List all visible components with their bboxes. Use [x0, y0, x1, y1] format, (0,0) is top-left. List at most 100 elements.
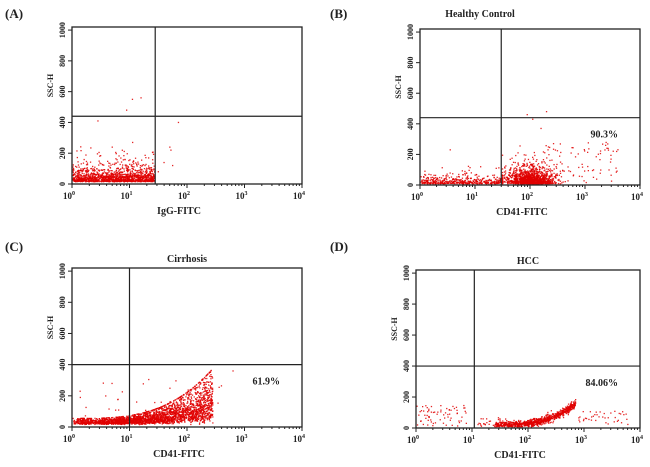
- data-point: [543, 151, 544, 152]
- data-point: [539, 166, 540, 167]
- data-point: [541, 183, 542, 184]
- data-point: [495, 179, 496, 180]
- data-point: [485, 182, 486, 183]
- x-tick-label: 104: [293, 191, 305, 201]
- data-point: [523, 178, 524, 179]
- data-point: [151, 173, 152, 174]
- data-point: [607, 143, 608, 144]
- data-point: [505, 165, 506, 166]
- data-point: [187, 402, 188, 403]
- data-point: [141, 177, 142, 178]
- x-tick-label: 100: [411, 192, 423, 202]
- data-point: [140, 171, 141, 172]
- data-point: [540, 181, 541, 182]
- data-point: [141, 160, 142, 161]
- data-point: [119, 172, 120, 173]
- data-point: [536, 183, 537, 184]
- data-point: [506, 180, 507, 181]
- data-point: [596, 156, 597, 157]
- data-point: [87, 169, 88, 170]
- data-point: [515, 162, 516, 163]
- data-point: [193, 400, 194, 401]
- data-point: [505, 181, 506, 182]
- data-point: [108, 171, 109, 172]
- data-point: [610, 159, 611, 160]
- data-point: [538, 163, 539, 164]
- data-point: [554, 168, 555, 169]
- data-point: [202, 421, 203, 422]
- data-point: [560, 162, 561, 163]
- data-point: [145, 179, 146, 180]
- data-point: [522, 179, 523, 180]
- data-point: [206, 378, 207, 379]
- data-point: [561, 182, 562, 183]
- data-point: [516, 166, 517, 167]
- data-point: [109, 174, 110, 175]
- data-point: [446, 178, 447, 179]
- data-point: [107, 161, 108, 162]
- data-point: [542, 167, 543, 168]
- data-point: [148, 179, 149, 180]
- data-point: [540, 171, 541, 172]
- data-point: [188, 398, 189, 399]
- data-point: [108, 177, 109, 178]
- data-point: [97, 180, 98, 181]
- data-point: [547, 171, 548, 172]
- data-point: [182, 397, 183, 398]
- data-point: [560, 181, 561, 182]
- tick-exponent: 0: [420, 192, 423, 198]
- data-point: [97, 120, 98, 121]
- data-point: [542, 168, 543, 169]
- data-point: [138, 170, 139, 171]
- data-point: [75, 423, 76, 424]
- data-point: [571, 147, 572, 148]
- data-point: [523, 163, 524, 164]
- data-point: [85, 180, 86, 181]
- data-point: [516, 168, 517, 169]
- data-point: [146, 170, 147, 171]
- data-point: [529, 175, 530, 176]
- data-point: [529, 176, 530, 177]
- data-point: [456, 183, 457, 184]
- data-point: [546, 145, 547, 146]
- data-point: [543, 175, 544, 176]
- data-point: [148, 176, 149, 177]
- data-point: [115, 174, 116, 175]
- data-point: [178, 422, 179, 423]
- data-point: [136, 164, 137, 165]
- data-point: [151, 169, 152, 170]
- data-point: [75, 166, 76, 167]
- data-point: [457, 179, 458, 180]
- data-point: [98, 152, 99, 153]
- data-point: [493, 177, 494, 178]
- data-point: [476, 174, 477, 175]
- data-point: [535, 181, 536, 182]
- data-point: [152, 171, 153, 172]
- data-point: [517, 182, 518, 183]
- data-point: [520, 176, 521, 177]
- data-point: [555, 175, 556, 176]
- data-point: [137, 162, 138, 163]
- data-point: [435, 182, 436, 183]
- data-point: [553, 183, 554, 184]
- data-point: [520, 167, 521, 168]
- data-point: [553, 149, 554, 150]
- data-point: [107, 175, 108, 176]
- tick-exponent: 0: [72, 191, 75, 197]
- data-point: [113, 176, 114, 177]
- data-point: [600, 153, 601, 154]
- data-point: [446, 179, 447, 180]
- data-point: [536, 169, 537, 170]
- data-point: [600, 150, 601, 151]
- data-point: [540, 179, 541, 180]
- data-point: [454, 183, 455, 184]
- data-point: [564, 171, 565, 172]
- data-point: [582, 167, 583, 168]
- data-point: [608, 169, 609, 170]
- data-point: [152, 180, 153, 181]
- data-point: [97, 172, 98, 173]
- data-point: [98, 174, 99, 175]
- data-point: [557, 175, 558, 176]
- data-point: [100, 170, 101, 171]
